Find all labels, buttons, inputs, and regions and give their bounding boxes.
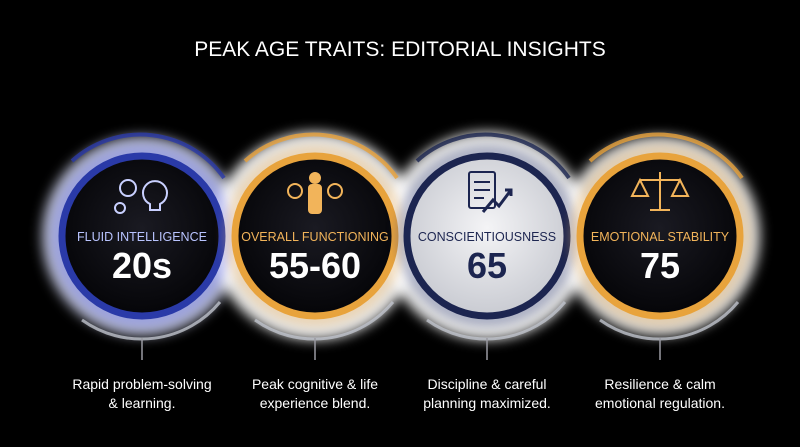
icon-clipboard bbox=[468, 171, 496, 209]
icon bbox=[287, 172, 343, 214]
arc-accent bbox=[415, 132, 571, 180]
ring bbox=[403, 152, 571, 320]
trait-description: Peak cognitive & life bbox=[252, 376, 378, 392]
icon-checks bbox=[474, 181, 490, 199]
trait-description: Resilience & calm bbox=[604, 376, 715, 392]
trait-value: 20s bbox=[112, 245, 172, 286]
icon-arrow bbox=[481, 188, 513, 213]
icon-bulb bbox=[142, 180, 168, 211]
arc-accent bbox=[588, 132, 744, 180]
ring-glow bbox=[572, 148, 748, 324]
title: PEAK AGE TRAITS: EDITORIAL INSIGHTS bbox=[194, 38, 606, 61]
arc-accent bbox=[243, 132, 399, 180]
trait-description: Rapid problem-solving bbox=[72, 376, 211, 392]
icon-body bbox=[308, 184, 322, 214]
arc-accent bbox=[70, 132, 226, 180]
arc-accent bbox=[254, 301, 395, 341]
trait-description: emotional regulation. bbox=[595, 395, 725, 411]
icon-gear bbox=[287, 183, 303, 199]
trait-description: planning maximized. bbox=[423, 395, 551, 411]
trait-value: 55-60 bbox=[269, 245, 361, 286]
icon-gear bbox=[114, 202, 126, 214]
trait-label: CONSCIENTIOUSNESS bbox=[418, 230, 556, 244]
icon bbox=[630, 172, 690, 211]
trait-value: 65 bbox=[467, 245, 507, 286]
trait-label: OVERALL FUNCTIONING bbox=[241, 230, 388, 244]
arc-accent bbox=[426, 301, 567, 341]
icon bbox=[468, 171, 513, 213]
ring-glow bbox=[54, 148, 230, 324]
ring bbox=[58, 152, 226, 320]
ring-glow bbox=[399, 148, 575, 324]
arc-accent bbox=[81, 301, 222, 341]
icon-gear bbox=[119, 179, 137, 197]
icon bbox=[114, 179, 168, 214]
icon-scale bbox=[630, 172, 690, 211]
trait-label: FLUID INTELLIGENCE bbox=[77, 230, 207, 244]
arc-accent bbox=[599, 301, 740, 341]
icon-head bbox=[309, 172, 321, 184]
trait-value: 75 bbox=[640, 245, 680, 286]
ring bbox=[231, 152, 399, 320]
ring bbox=[576, 152, 744, 320]
trait-description: experience blend. bbox=[260, 395, 371, 411]
trait-label: EMOTIONAL STABILITY bbox=[591, 230, 730, 244]
trait-description: Discipline & careful bbox=[427, 376, 546, 392]
icon-gear bbox=[327, 183, 343, 199]
trait-description: & learning. bbox=[109, 395, 176, 411]
